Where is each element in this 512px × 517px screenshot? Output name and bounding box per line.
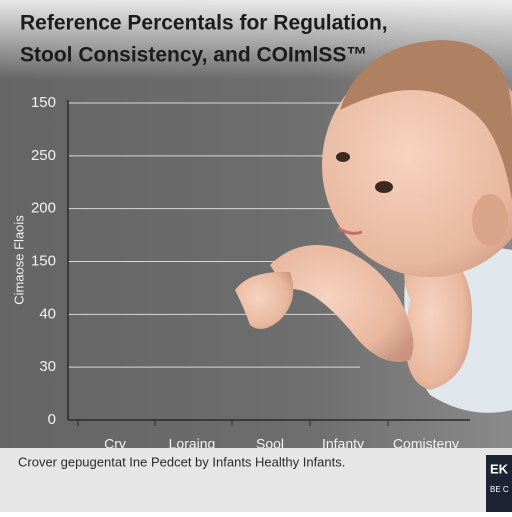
baby-head bbox=[322, 53, 512, 277]
y-axis-label: Cimaose Flaois bbox=[11, 215, 26, 305]
caption: Crover gepugentat Ine Pedcet by Infants … bbox=[18, 454, 345, 469]
x-tick-label: Comisteny bbox=[393, 436, 459, 452]
x-tick-label: Infanty bbox=[322, 436, 364, 452]
y-tick-label: 150 bbox=[31, 252, 56, 269]
x-tick-label: Loraing bbox=[169, 436, 216, 452]
baby-arm bbox=[270, 245, 414, 362]
baby-hand bbox=[235, 271, 294, 329]
x-tick-label: Sool bbox=[256, 436, 284, 452]
baby-mouth bbox=[337, 226, 363, 235]
y-tick-label: 40 bbox=[39, 305, 56, 322]
logo-text: BE C bbox=[490, 485, 509, 494]
baby-eye bbox=[375, 181, 393, 193]
title-line: Reference Percentals for Regulation, bbox=[20, 12, 388, 35]
baby-hair bbox=[340, 40, 512, 200]
baby-ear bbox=[472, 194, 508, 246]
logo-box bbox=[486, 455, 512, 512]
x-tick-label: Cry bbox=[104, 436, 126, 452]
y-tick-label: 250 bbox=[31, 147, 56, 164]
caption-bar bbox=[0, 448, 512, 512]
baby-shoulder bbox=[404, 250, 472, 390]
y-tick-label: 150 bbox=[31, 94, 56, 111]
x-ticks: Cry Loraing Sool Infanty Comisteny bbox=[77, 420, 459, 452]
baby-photo bbox=[235, 40, 512, 413]
title-line: Stool Consistency, and COImlSS™ bbox=[20, 44, 367, 67]
logo-mark: EK bbox=[490, 461, 509, 476]
y-ticks: 150 250 200 150 40 30 0 bbox=[31, 94, 56, 428]
y-tick-label: 30 bbox=[39, 358, 56, 375]
y-tick-label: 0 bbox=[48, 411, 56, 428]
y-tick-label: 200 bbox=[31, 200, 56, 217]
baby-eye bbox=[336, 152, 350, 162]
